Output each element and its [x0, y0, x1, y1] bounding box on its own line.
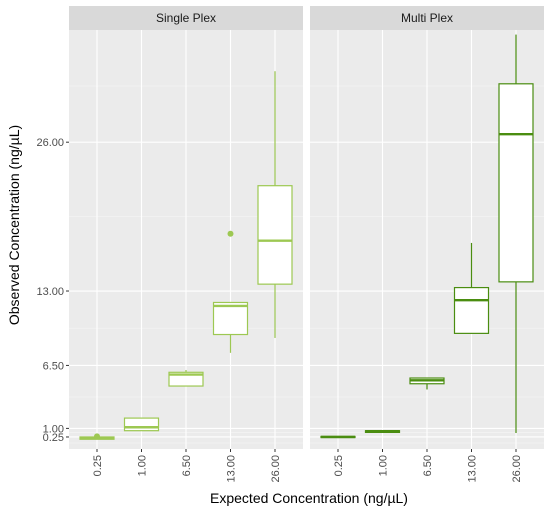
x-tick-label: 26.00: [270, 455, 282, 483]
x-tick-label: 26.00: [511, 455, 523, 483]
x-tick-label: 1.00: [378, 455, 390, 476]
y-tick-label: 1.00: [43, 423, 64, 435]
y-tick-label: 0.25: [43, 432, 64, 444]
y-tick-label: 26.00: [36, 137, 64, 149]
box-6.50: [409, 377, 445, 390]
box-0.25: [79, 433, 115, 440]
x-tick-label: 1.00: [137, 455, 149, 476]
x-tick-label: 13.00: [467, 455, 479, 483]
iqr-box: [453, 286, 490, 334]
facet-strip: [310, 6, 544, 30]
y-tick-label: 13.00: [36, 286, 64, 298]
box-6.50: [168, 370, 204, 387]
facet-strip-label: Single Plex: [156, 11, 216, 25]
y-axis: 0.251.00 6.50 13.00 26.00: [36, 137, 69, 444]
box-26.00: [498, 34, 534, 433]
box-13.00: [212, 230, 249, 353]
x-tick-label: 0.25: [333, 455, 345, 476]
y-tick-label: 6.50: [43, 360, 64, 372]
box-0.25: [320, 435, 356, 439]
box-1.00: [123, 417, 160, 432]
facet-strip: [69, 6, 303, 30]
x-axis-title: Expected Concentration (ng/µL): [210, 490, 408, 506]
x-tick-label: 6.50: [181, 455, 193, 476]
iqr-box: [498, 83, 534, 283]
box-26.00: [257, 71, 293, 338]
y-axis-title: Observed Concentration (ng/µL): [6, 125, 22, 325]
outlier-point: [227, 230, 234, 237]
panel-1: Single Plex 0.25 1.00 6.50 13.00 26.00: [69, 6, 303, 483]
iqr-box: [123, 417, 160, 432]
outlier-point: [94, 433, 100, 440]
iqr-box: [212, 301, 249, 336]
x-tick-label: 13.00: [226, 455, 238, 483]
box-13.00: [453, 242, 490, 334]
x-tick-label: 0.25: [92, 455, 104, 476]
x-tick-label: 6.50: [422, 455, 434, 476]
panel-2: Multi Plex 0.25 1.00 6.50 13.00 26.00: [310, 6, 544, 483]
iqr-box: [257, 185, 293, 285]
facet-strip-label: Multi Plex: [401, 11, 453, 25]
box-1.00: [364, 430, 401, 434]
